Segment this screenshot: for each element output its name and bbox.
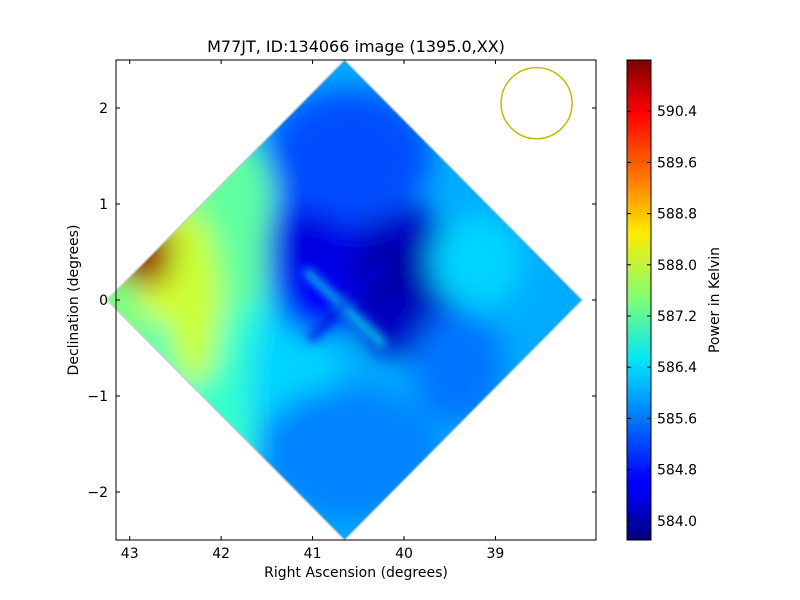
x-tick-label: 43 [121, 546, 139, 562]
y-tick-label: 0 [99, 293, 108, 309]
colorbar-ticks: 584.0 584.8 585.6 586.4 587.2 588.0 588.8 589.6… [627, 104, 697, 530]
colorbar-tick-label: 584.8 [657, 463, 697, 479]
heatmap-layer [106, 60, 583, 540]
y-axis: 2 1 0 −1 −2 [87, 101, 596, 501]
colorbar [626, 59, 652, 541]
y-tick-label: −1 [87, 389, 108, 405]
colorbar-tick-label: 585.6 [657, 411, 697, 427]
heatmap-ridge [306, 262, 388, 343]
y-tick-label: −2 [87, 485, 108, 501]
y-tick-label: 2 [99, 101, 108, 117]
colorbar-label: Power in Kelvin [707, 247, 723, 353]
x-axis: 43 42 41 40 39 [121, 60, 505, 562]
beam-circle [500, 66, 573, 140]
x-tick-label: 40 [395, 546, 413, 562]
heatmap-mid-field [294, 405, 404, 483]
x-tick-label: 42 [212, 546, 230, 562]
heatmap-features [106, 88, 523, 521]
heatmap-blob [431, 213, 523, 310]
x-axis-label: Right Ascension (degrees) [264, 565, 448, 581]
y-tick-label: 1 [99, 197, 108, 213]
colorbar-tick-label: 589.6 [657, 155, 697, 171]
colorbar-tick-label: 590.4 [657, 104, 697, 120]
colorbar-tick-label: 588.8 [657, 207, 697, 223]
heatmap-ridges [301, 262, 388, 348]
x-tick-label: 41 [304, 546, 322, 562]
colorbar-tick-label: 587.2 [657, 309, 697, 325]
heatmap-warm-band [166, 213, 222, 387]
heatmap-cold-region [280, 208, 345, 276]
y-axis-label: Declination (degrees) [66, 225, 82, 376]
colorbar-tick-label: 584.0 [657, 514, 697, 530]
chart-title: M77JT, ID:134066 image (1395.0,XX) [207, 37, 505, 56]
x-tick-label: 39 [487, 546, 505, 562]
heatmap-cold-region [362, 237, 427, 305]
heatmap-blob [413, 309, 505, 425]
colorbar-tick-label: 586.4 [657, 360, 697, 376]
heatmap-blob [266, 88, 432, 224]
colorbar-tick-label: 588.0 [657, 258, 697, 274]
